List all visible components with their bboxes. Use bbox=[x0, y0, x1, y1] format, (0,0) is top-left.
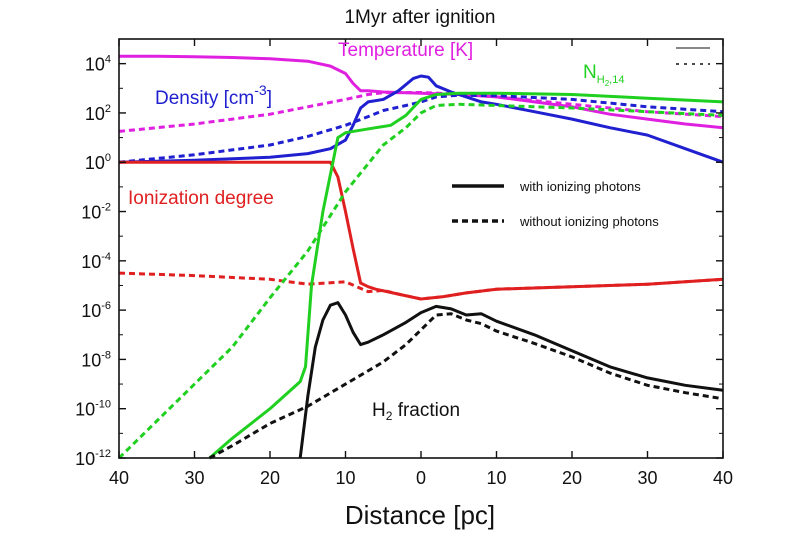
x-tick-label: 20 bbox=[260, 468, 280, 488]
legend: with ionizing photons without ionizing p… bbox=[452, 179, 659, 229]
temperature-label: Temperature [K] bbox=[338, 40, 473, 61]
y-tick-label: 104 bbox=[85, 54, 111, 75]
h2-fraction-label: H2 fraction bbox=[372, 400, 460, 423]
y-tick-label: 10-6 bbox=[81, 300, 111, 321]
series-temp_with bbox=[119, 54, 724, 130]
x-tick-label: 30 bbox=[637, 468, 657, 488]
series-nh2_with bbox=[208, 91, 724, 460]
series-dens_without bbox=[118, 93, 724, 164]
nh2-label: NH2,14 bbox=[583, 62, 624, 88]
y-tick-label: 10-10 bbox=[75, 399, 111, 420]
x-tick-label: 20 bbox=[562, 468, 582, 488]
legend-entry-without: without ionizing photons bbox=[519, 214, 659, 229]
y-tick-label: 10-8 bbox=[81, 349, 111, 370]
x-tick-label: 10 bbox=[486, 468, 506, 488]
legend-entry-with: with ionizing photons bbox=[519, 179, 641, 194]
ionization-label: Ionization degree bbox=[128, 188, 274, 209]
y-tick-label: 100 bbox=[85, 152, 111, 173]
x-tick-label: 40 bbox=[713, 468, 733, 488]
series-dens_with bbox=[118, 74, 724, 164]
y-tick-label: 102 bbox=[85, 103, 111, 124]
series-temp_without bbox=[118, 91, 724, 133]
x-tick-label: 0 bbox=[416, 468, 426, 488]
series-nh2_without bbox=[117, 102, 724, 460]
density-label: Density [cm-3] bbox=[155, 82, 272, 109]
y-tick-label: 10-4 bbox=[81, 251, 111, 272]
x-axis-label: Distance [pc] bbox=[345, 500, 495, 530]
x-tick-label: 40 bbox=[109, 468, 129, 488]
series-h2_without bbox=[208, 312, 724, 460]
tick-layer: 40 30 20 10 0 10 20 30 4010410210010-210-410-610… bbox=[75, 39, 733, 488]
y-tick-label: 10-2 bbox=[81, 202, 111, 223]
y-tick-label: 10-12 bbox=[75, 448, 111, 469]
x-tick-label: 10 bbox=[335, 468, 355, 488]
chart-title: 1Myr after ignition bbox=[344, 7, 495, 28]
series-layer bbox=[117, 54, 724, 460]
series-h2_with bbox=[298, 301, 724, 459]
x-tick-label: 30 bbox=[184, 468, 204, 488]
